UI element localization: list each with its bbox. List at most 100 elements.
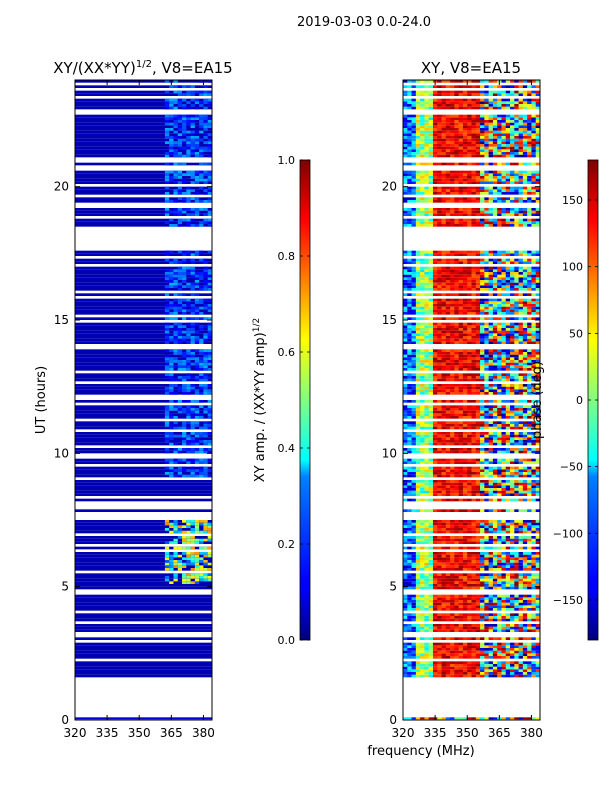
amp-cell [203, 122, 208, 126]
amp-cell [177, 466, 183, 470]
phase-cell [462, 554, 468, 558]
phase-cell [458, 661, 464, 664]
phase-cell [471, 368, 477, 371]
phase-cell [441, 408, 447, 411]
phase-cell [432, 466, 438, 470]
phase-cell [403, 594, 408, 598]
phase-cell [527, 568, 532, 571]
phase-cell [445, 312, 451, 315]
amp-row-196 [75, 154, 212, 158]
amp-cell [190, 282, 195, 286]
amp-cell [173, 189, 178, 192]
phase-row-23 [403, 616, 540, 619]
panel2-heatmap [403, 80, 540, 720]
phase-cell [458, 674, 464, 678]
phase-cell [415, 656, 421, 659]
phase-cell [411, 386, 417, 390]
phase-cell [403, 602, 408, 606]
phase-cell [522, 432, 528, 435]
phase-cell [462, 637, 468, 640]
phase-cell [411, 552, 417, 555]
phase-cell [518, 594, 524, 598]
phase-cell [467, 554, 472, 558]
phase-cell [518, 336, 524, 339]
phase-cell [415, 293, 421, 296]
phase-cell [411, 405, 417, 408]
phase-cell [424, 472, 429, 475]
amp-cell [182, 581, 187, 584]
phase-cell [454, 341, 459, 344]
amp-cell [169, 560, 174, 563]
phase-cell [420, 605, 425, 608]
phase-cell [428, 341, 434, 344]
phase-cell [424, 362, 429, 366]
phase-cell [441, 285, 447, 288]
amp-cell [169, 432, 174, 435]
amp-cell [164, 154, 170, 158]
phase-row-4 [403, 666, 540, 670]
phase-cell [428, 325, 434, 328]
phase-cell [488, 485, 494, 488]
amp-cell [194, 528, 200, 531]
amp-cell [194, 170, 200, 174]
phase-cell [437, 602, 442, 606]
amp-cell [169, 413, 174, 416]
phase-cell [403, 562, 408, 566]
amp-cell [177, 330, 183, 334]
phase-cell [492, 280, 498, 283]
phase-cell [445, 424, 451, 427]
amp-cell [194, 560, 200, 563]
phase-cell [432, 573, 438, 576]
phase-cell [480, 594, 485, 598]
phase-cell [403, 666, 408, 670]
phase-cell [505, 546, 511, 550]
amp-cell [194, 152, 200, 155]
phase-cell [531, 584, 537, 587]
phase-cell [497, 416, 502, 419]
phase-cell [458, 565, 464, 568]
phase-cell [415, 493, 421, 496]
phase-cell [403, 586, 408, 590]
amp-cell [190, 530, 195, 534]
phase-cell [480, 277, 485, 280]
phase-cell [527, 642, 532, 646]
phase-cell [514, 584, 519, 587]
amp-cell [173, 162, 178, 166]
amp-cell [207, 421, 212, 424]
phase-cell [454, 474, 459, 478]
phase-row-1 [403, 674, 540, 678]
phase-cell [420, 629, 425, 632]
phase-cell [415, 386, 421, 390]
phase-cell [403, 466, 408, 470]
amp-row-101 [75, 408, 212, 411]
phase-cell [467, 624, 472, 627]
amp-cell [194, 360, 200, 363]
amp-cell [203, 258, 208, 262]
phase-cell [407, 280, 412, 283]
amp-cell [190, 354, 195, 358]
phase-cell [518, 565, 524, 568]
phase-cell [432, 325, 438, 328]
phase-cell [501, 466, 507, 470]
phase-cell [462, 341, 468, 344]
amp-cell [164, 376, 170, 379]
phase-cell [535, 448, 540, 451]
amp-cell [199, 288, 204, 291]
phase-cell [497, 528, 502, 531]
phase-cell [522, 530, 528, 534]
amp-row-109 [75, 386, 212, 390]
phase-cell [522, 557, 528, 560]
phase-cell [403, 642, 408, 646]
amp-cell [190, 357, 195, 360]
phase-cell [403, 584, 408, 587]
phase-cell [432, 389, 438, 392]
phase-cell [488, 528, 494, 531]
phase-cell [480, 509, 485, 512]
phase-cell [488, 280, 494, 283]
phase-cell [445, 317, 451, 320]
phase-row-120 [403, 357, 540, 360]
phase-cell [411, 413, 417, 416]
phase-cell [432, 362, 438, 366]
phase-cell [475, 416, 481, 419]
phase-cell [488, 362, 494, 366]
